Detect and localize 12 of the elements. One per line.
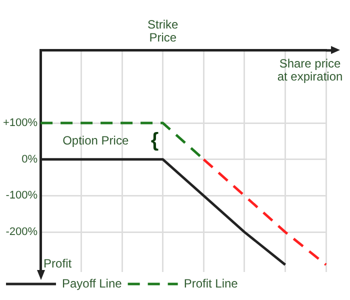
y-axis-title: Profit	[44, 256, 72, 270]
y-tick-label: -200%	[6, 226, 38, 238]
y-tick-label: +100%	[2, 117, 38, 130]
text: Strike Price	[148, 18, 179, 45]
line-series	[202, 158, 328, 266]
annotation: {	[150, 130, 159, 152]
annotation: Option Price	[62, 134, 129, 148]
x-axis-title: Share price at expiration	[277, 56, 343, 84]
y-tick-label: 0%	[22, 153, 38, 166]
legend-label: Payoff Line	[62, 276, 122, 290]
legend-label: Profit Line	[184, 276, 238, 290]
y-tick-label: -100%	[6, 190, 38, 202]
